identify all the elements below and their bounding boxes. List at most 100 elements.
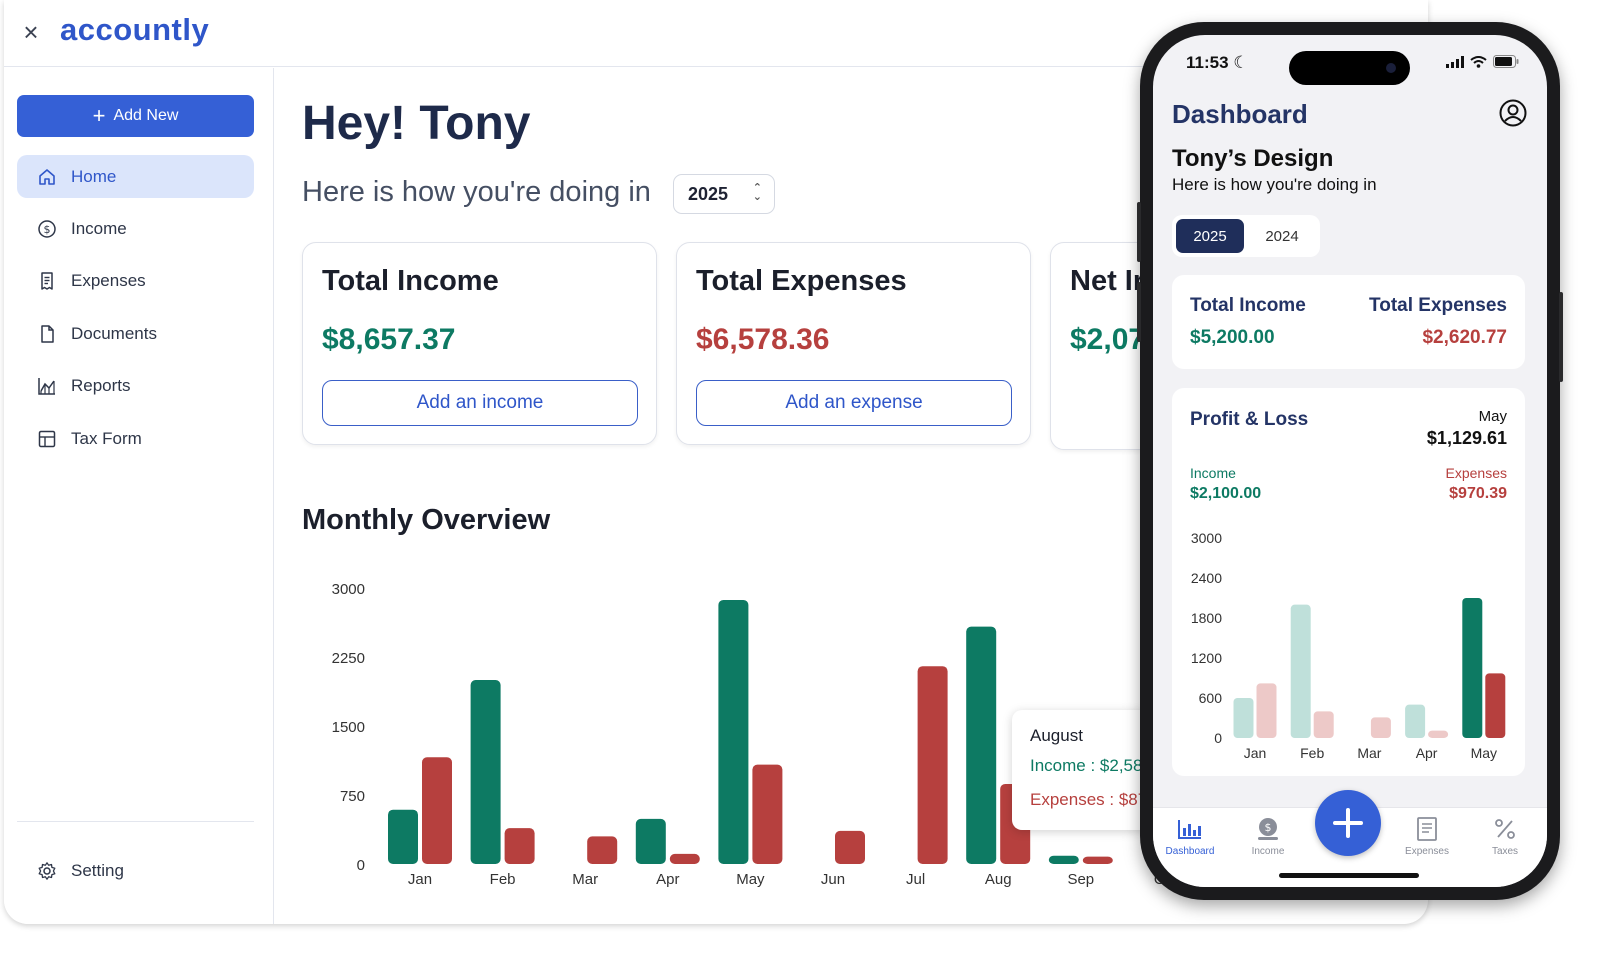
income-bar [388, 809, 418, 864]
year-select-value: 2025 [688, 183, 729, 204]
sidebar-item-label: Reports [71, 375, 131, 395]
expense-bar [752, 764, 783, 864]
status-icons [1446, 55, 1519, 68]
tab-income[interactable]: $ Income [1233, 814, 1303, 857]
phone-side-button [1559, 292, 1563, 382]
card-title: Total Income [322, 265, 499, 297]
total-expenses-label: Total Expenses [1369, 295, 1507, 316]
phone-design-title: Tony’s Design [1172, 145, 1334, 172]
expense-bar [504, 828, 535, 864]
income-bar [635, 818, 666, 864]
pl-income-value: $2,100.00 [1190, 485, 1262, 502]
plus-icon [1333, 808, 1363, 838]
expense-bar [1256, 683, 1277, 738]
expense-bar [1082, 856, 1113, 864]
sidebar-item-tax-form[interactable]: Tax Form [17, 417, 254, 460]
tooltip-income: Income : $2,58 [1030, 756, 1143, 775]
pl-expenses-value: $970.39 [1449, 485, 1507, 502]
y-tick-label: 1200 [1191, 650, 1222, 666]
battery-icon [1493, 55, 1519, 68]
expense-bar [1428, 730, 1449, 738]
sidebar-item-label: Tax Form [71, 428, 142, 448]
x-tick-label: Sep [1067, 871, 1094, 888]
sidebar-item-reports[interactable]: Reports [17, 364, 254, 407]
x-tick-label: Jun [821, 871, 845, 888]
tab-label: Taxes [1491, 846, 1519, 857]
add-button[interactable] [1315, 790, 1381, 856]
close-icon[interactable]: × [23, 17, 39, 47]
chart-icon [37, 376, 57, 396]
y-tick-label: 1500 [332, 719, 365, 736]
tab-expenses[interactable]: Expenses [1392, 814, 1462, 857]
gear-icon [37, 861, 57, 881]
y-tick-label: 0 [357, 857, 365, 874]
year-segmented-control: 2025 2024 [1172, 215, 1320, 257]
pl-value: $1,129.61 [1426, 428, 1507, 448]
income-bar [1290, 604, 1311, 738]
tab-label: Income [1251, 846, 1285, 857]
document-icon [37, 324, 57, 344]
year-option-2025[interactable]: 2025 [1176, 219, 1244, 253]
sidebar-item-setting[interactable]: Setting [17, 851, 254, 891]
chevron-up-down-icon: ⌃ ⌄ [752, 182, 762, 203]
card-title: Net Ir [1070, 265, 1145, 297]
profile-icon[interactable] [1499, 99, 1527, 127]
receipt-icon [1392, 814, 1462, 844]
profit-loss-chart: 0 600 1200 1800 2400 3000 Jan Feb Mar Apr May [1191, 530, 1506, 761]
tab-label: Dashboard [1165, 846, 1215, 857]
sidebar-item-expenses[interactable]: Expenses [17, 259, 254, 302]
receipt-icon [37, 271, 57, 291]
expense-bar [422, 757, 452, 864]
dynamic-island [1289, 51, 1410, 85]
x-tick-label: Jan [408, 871, 432, 888]
expense-bar [917, 666, 948, 864]
add-expense-button[interactable]: Add an expense [696, 380, 1012, 426]
add-income-button[interactable]: Add an income [322, 380, 638, 426]
income-bar [470, 680, 501, 864]
income-bar [1048, 855, 1079, 864]
tab-label: Expenses [1405, 846, 1449, 857]
x-tick-label: Feb [1300, 745, 1324, 761]
profit-loss-card: Profit & Loss May $1,129.61 Income $2,10… [1172, 388, 1525, 776]
sidebar-item-documents[interactable]: Documents [17, 312, 254, 355]
add-new-button[interactable]: + Add New [17, 95, 254, 137]
x-tick-label: Apr [1416, 745, 1438, 761]
tooltip-month: August [1030, 726, 1083, 745]
y-tick-label: 1800 [1191, 610, 1222, 626]
page-subtitle: Here is how you're doing in [302, 176, 651, 208]
year-select[interactable]: 2025 ⌃ ⌄ [673, 174, 775, 214]
expense-bar [1370, 717, 1391, 738]
monthly-overview-title: Monthly Overview [302, 504, 551, 536]
x-tick-label: Jan [1244, 745, 1267, 761]
moon-icon: ☾ [1233, 53, 1249, 72]
add-new-label: Add New [113, 107, 179, 124]
status-time: 11:53 ☾ [1186, 53, 1249, 72]
card-amount: $6,578.36 [696, 323, 830, 356]
x-tick-label: Mar [1357, 745, 1381, 761]
sidebar: + Add New Home $ Income Expenses Docum [4, 68, 274, 924]
year-option-2024[interactable]: 2024 [1265, 227, 1299, 245]
phone-title: Dashboard [1172, 99, 1308, 129]
tab-dashboard[interactable]: Dashboard [1155, 814, 1225, 857]
x-tick-label: May [1471, 745, 1497, 761]
expense-bar [1485, 673, 1506, 738]
x-tick-label: Apr [656, 871, 679, 888]
x-tick-label: Jul [906, 871, 925, 888]
card-amount: $2,07 [1070, 323, 1146, 356]
signal-icon [1446, 55, 1464, 68]
total-expenses-card: Total Expenses $6,578.36 Add an expense [676, 242, 1031, 445]
sidebar-item-home[interactable]: Home [17, 155, 254, 198]
y-tick-label: 2250 [332, 650, 365, 667]
income-bar [718, 599, 749, 864]
tab-taxes[interactable]: Taxes [1470, 814, 1540, 857]
x-tick-label: Aug [985, 871, 1012, 888]
y-tick-label: 3000 [1191, 530, 1222, 546]
sidebar-divider [17, 821, 254, 822]
page-title: Hey! Tony [302, 97, 531, 150]
phone-side-button [1137, 202, 1141, 262]
income-bar [1405, 704, 1426, 738]
tooltip-expenses: Expenses : $87 [1030, 790, 1148, 809]
sidebar-item-label: Income [71, 218, 127, 238]
home-indicator [1279, 873, 1419, 878]
sidebar-item-income[interactable]: $ Income [17, 207, 254, 250]
